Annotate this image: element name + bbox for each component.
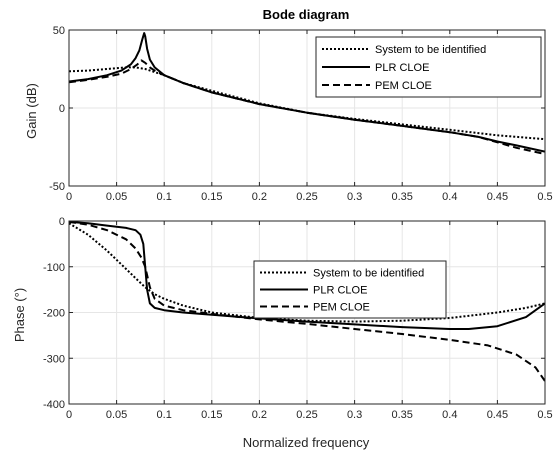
phase-panel: 0 0.05 0.1 0.15 0.2 0.25 0.3 0.35 0.4 0.45 0.5 -400… <box>43 216 553 421</box>
legend-label: PLR CLOE <box>313 285 367 297</box>
legend-label: PEM CLOE <box>313 302 370 314</box>
x-tick-label: 0.45 <box>487 409 508 421</box>
y-tick-label: -200 <box>43 308 65 320</box>
series-line-solid <box>69 221 545 330</box>
x-tick-label: 0.5 <box>537 409 552 421</box>
x-tick-label: 0.5 <box>537 191 552 203</box>
y-tick-label: 0 <box>59 103 65 115</box>
x-tick-label: 0.3 <box>347 409 362 421</box>
x-tick-label: 0.4 <box>442 409 457 421</box>
chart-title: Bode diagram <box>263 7 350 22</box>
y-tick-label: -100 <box>43 262 65 274</box>
y-tick-label: 50 <box>53 25 65 37</box>
gain-axis-label: Gain (dB) <box>24 83 39 139</box>
x-tick-label: 0.4 <box>442 191 457 203</box>
x-tick-label: 0.05 <box>106 409 127 421</box>
y-tick-label: -50 <box>49 181 65 193</box>
legend-label: System to be identified <box>375 44 486 56</box>
legend-label: PLR CLOE <box>375 62 429 74</box>
series-line-dashed <box>69 221 545 382</box>
x-tick-label: 0 <box>66 191 72 203</box>
x-tick-label: 0.2 <box>252 191 267 203</box>
legend: System to be identified PLR CLOE PEM CLOE <box>315 36 542 98</box>
y-tick-label: -400 <box>43 399 65 411</box>
series-line-dotted <box>69 222 545 323</box>
legend: System to be identified PLR CLOE PEM CLOE <box>253 260 447 319</box>
x-tick-label: 0.45 <box>487 191 508 203</box>
x-tick-label: 0.35 <box>391 191 412 203</box>
gain-panel: 0 0.05 0.1 0.15 0.2 0.25 0.3 0.35 0.4 0.45 0.5-500… <box>49 25 553 203</box>
x-tick-label: 0.2 <box>252 409 267 421</box>
series-group <box>69 221 545 382</box>
x-tick-label: 0.1 <box>157 191 172 203</box>
series-group <box>69 32 545 155</box>
x-tick-label: 0.3 <box>347 191 362 203</box>
y-tick-label: -300 <box>43 353 65 365</box>
x-tick-label: 0 <box>66 409 72 421</box>
x-tick-label: 0.25 <box>296 409 317 421</box>
x-tick-label: 0.15 <box>201 191 222 203</box>
x-tick-label: 0.25 <box>296 191 317 203</box>
x-tick-label: 0.15 <box>201 409 222 421</box>
x-axis-label: Normalized frequency <box>243 435 370 450</box>
x-tick-label: 0.35 <box>391 409 412 421</box>
legend-label: PEM CLOE <box>375 80 432 92</box>
phase-axis-label: Phase (°) <box>12 288 27 342</box>
x-tick-label: 0.1 <box>157 409 172 421</box>
y-tick-label: 0 <box>59 216 65 228</box>
x-tick-label: 0.05 <box>106 191 127 203</box>
series-line-dashed <box>69 59 545 155</box>
legend-label: System to be identified <box>313 268 424 280</box>
